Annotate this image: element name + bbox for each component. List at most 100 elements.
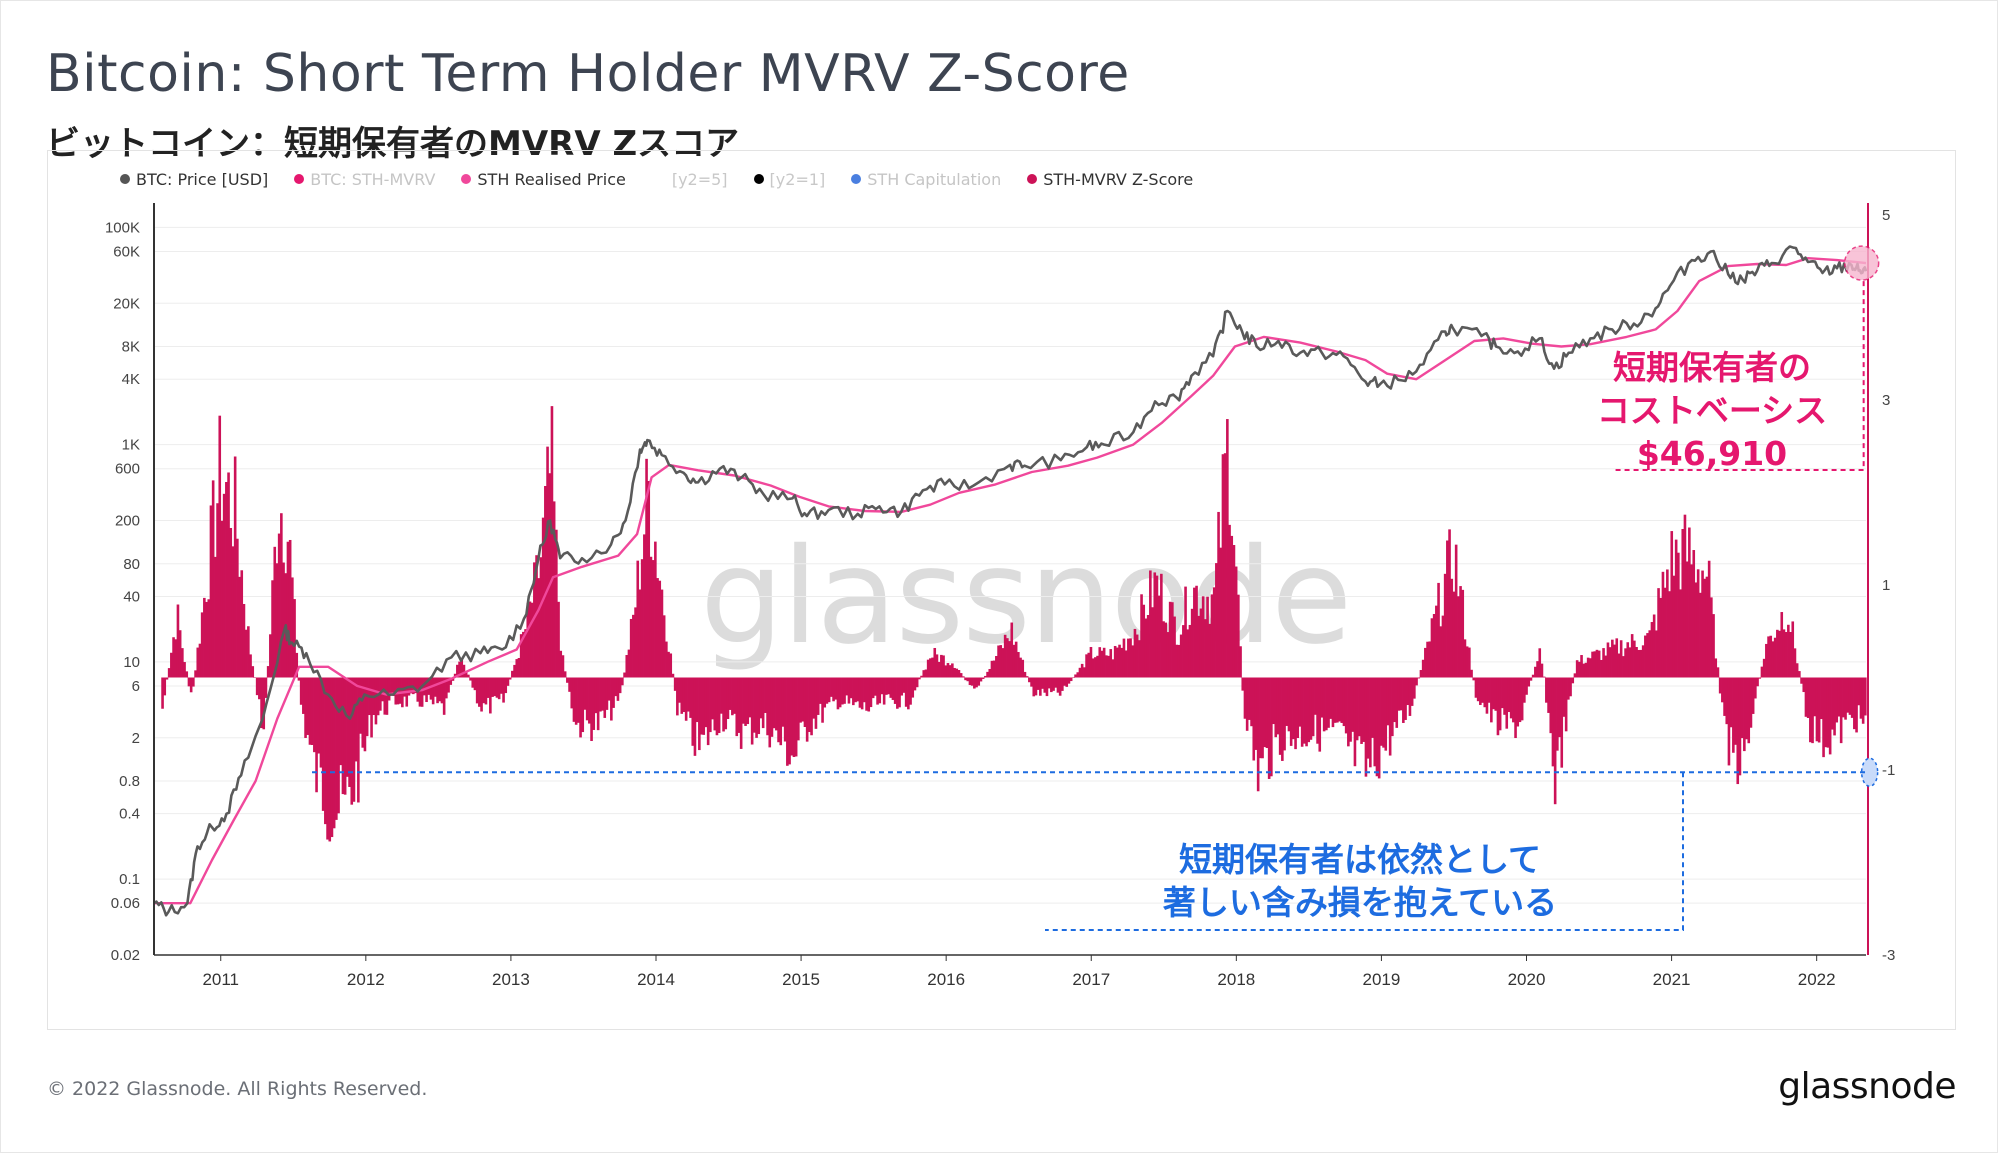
legend-item-zscore[interactable]: STH-MVRV Z-Score [1027, 170, 1193, 189]
zscore-bar [788, 677, 791, 765]
zscore-bar [255, 677, 259, 696]
zscore-bar [1707, 560, 1711, 678]
zscore-bar [1278, 677, 1282, 755]
zscore-bar [1237, 594, 1240, 678]
zscore-bar [1619, 640, 1623, 678]
zscore-bar [779, 677, 783, 746]
zscore-bar [513, 664, 516, 678]
legend-item-sth-capitulation[interactable]: STH Capitulation [851, 170, 1001, 189]
zscore-bar [1272, 677, 1275, 725]
zscore-bar [1369, 677, 1372, 768]
zscore-bar [594, 677, 598, 714]
zscore-bar [922, 670, 926, 678]
zscore-bar [1052, 677, 1055, 691]
zscore-bar [1578, 661, 1581, 678]
zscore-bar [167, 668, 171, 678]
zscore-bar [1131, 645, 1135, 678]
zscore-bar [902, 677, 906, 693]
zscore-bar [737, 677, 741, 733]
zscore-bar [1245, 677, 1249, 731]
zscore-bar [990, 660, 994, 678]
zscore-bar [1303, 677, 1306, 744]
zscore-bar [1402, 677, 1405, 723]
zscore-bar [251, 666, 255, 678]
zscore-bar [891, 677, 895, 700]
zscore-bar [1703, 578, 1707, 678]
zscore-bar [1129, 638, 1132, 678]
zscore-bar [1534, 666, 1537, 678]
zscore-bar [1509, 677, 1513, 719]
zscore-bar [365, 677, 369, 737]
zscore-bar [561, 655, 565, 678]
zscore-bar [447, 677, 450, 693]
chart-legend: BTC: Price [USD] BTC: STH-MVRV STH Reali… [120, 168, 1219, 190]
zscore-bar [480, 677, 483, 712]
zscore-bar [1729, 677, 1733, 728]
zscore-bar [187, 677, 191, 687]
zscore-bar [1404, 677, 1407, 720]
zscore-bar [313, 677, 316, 753]
x-tick-label: 2022 [1798, 970, 1836, 989]
y-left-tick-label: 80 [123, 556, 140, 573]
zscore-bar [1094, 657, 1097, 678]
zscore-bar [1446, 540, 1449, 678]
zscore-bar [203, 597, 206, 678]
zscore-bar [1267, 677, 1271, 779]
y-left-tick-label: 20K [113, 295, 140, 312]
zscore-bar [1842, 677, 1845, 718]
zscore-bar [1749, 677, 1753, 728]
legend-item-y2-1[interactable]: [y2=1] [753, 170, 825, 189]
sth-realised-price-line [154, 257, 1867, 905]
zscore-bar [814, 677, 818, 729]
zscore-bar [1584, 662, 1588, 678]
zscore-bar [728, 677, 732, 710]
zscore-bar [766, 677, 769, 736]
x-tick-label: 2013 [492, 970, 530, 989]
legend-item-realised-price[interactable]: STH Realised Price [461, 170, 626, 189]
zscore-bar [519, 634, 523, 678]
zscore-bar [486, 677, 490, 698]
legend-item-y2-5[interactable]: [y2=5] [672, 170, 728, 189]
zscore-bar [570, 677, 574, 709]
zscore-bar [1855, 677, 1858, 733]
x-tick-label: 2019 [1363, 970, 1401, 989]
zscore-bar [440, 677, 444, 704]
zscore-bar [687, 677, 690, 712]
zscore-bar [1591, 651, 1594, 678]
zscore-bar [390, 677, 393, 695]
zscore-bar [1415, 677, 1418, 686]
zscore-bar [1424, 647, 1427, 678]
zscore-bar [975, 677, 978, 688]
zscore-bar [953, 667, 956, 678]
zscore-bar [770, 677, 774, 737]
zscore-bar [1503, 677, 1506, 715]
zscore-bar [462, 664, 466, 678]
zscore-bar [1778, 630, 1781, 678]
zscore-bar [858, 677, 862, 708]
zscore-bar [1567, 677, 1570, 700]
zscore-bar [1377, 677, 1381, 779]
zscore-bar [1100, 650, 1104, 678]
zscore-bar [999, 645, 1003, 678]
zscore-bar [1844, 677, 1847, 720]
zscore-bar [1349, 677, 1352, 742]
zscore-bar [1575, 660, 1579, 678]
zscore-bar [1397, 677, 1401, 711]
zscore-bar [1382, 677, 1385, 748]
zscore-bar [229, 527, 233, 678]
zscore-bar [625, 655, 629, 678]
y-right-tick-label: -1 [1882, 762, 1895, 779]
zscore-bar [1681, 528, 1685, 678]
legend-item-sth-mvrv[interactable]: BTC: STH-MVRV [294, 170, 435, 189]
zscore-bar [1087, 652, 1091, 678]
zscore-bar [1747, 677, 1751, 744]
legend-item-price[interactable]: BTC: Price [USD] [120, 170, 268, 189]
zscore-bar [1107, 655, 1110, 678]
zscore-bar [1364, 677, 1368, 777]
zscore-bar [1723, 677, 1726, 716]
zscore-bar [647, 481, 651, 678]
zscore-bar [662, 615, 666, 678]
zscore-bar [321, 677, 325, 811]
zscore-bar [1782, 629, 1786, 678]
zscore-bar [1470, 669, 1473, 678]
